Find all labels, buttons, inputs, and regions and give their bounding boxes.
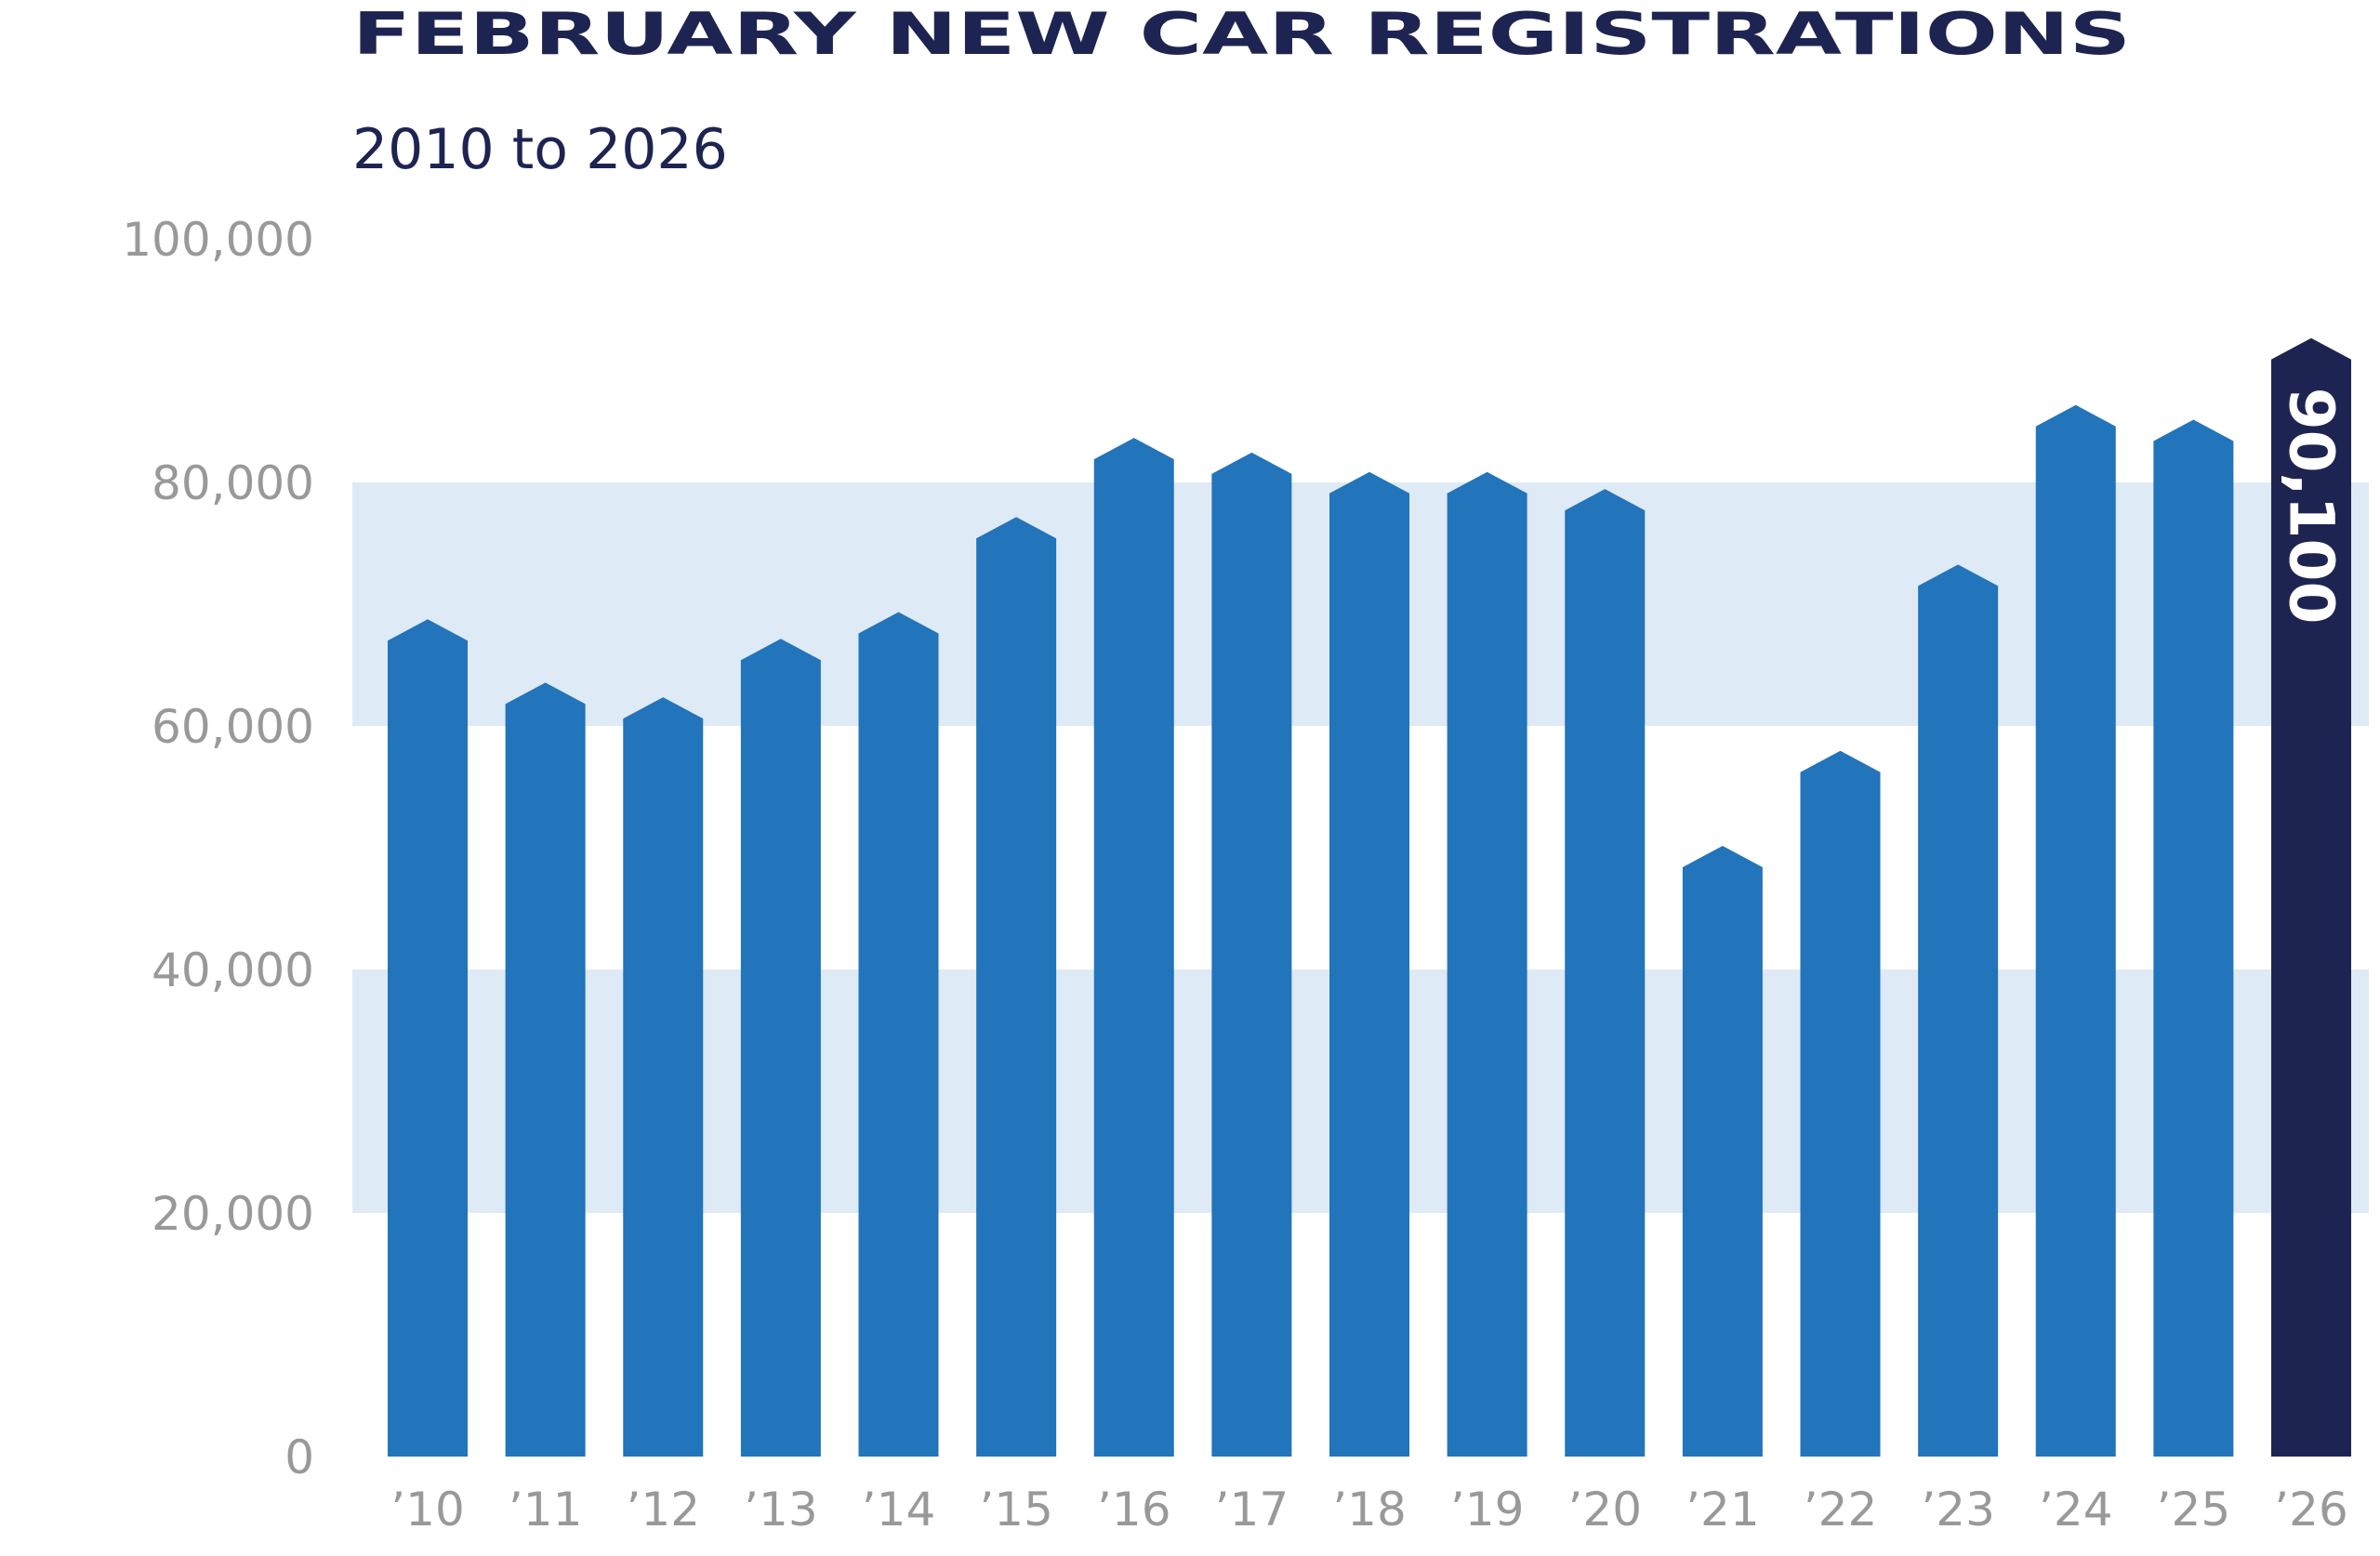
y-tick-label: 40,000 <box>152 943 314 997</box>
bar <box>1211 452 1292 1457</box>
x-tick-label: ’15 <box>979 1483 1053 1536</box>
x-tick-label: ’18 <box>1332 1483 1407 1536</box>
chart-subtitle: 2010 to 2026 <box>352 117 728 182</box>
bar <box>388 619 468 1457</box>
bar <box>1918 564 1999 1457</box>
bar <box>623 697 704 1457</box>
x-tick-label: ’26 <box>2274 1483 2348 1536</box>
chart-title: FEBRUARY NEW CAR REGISTRATIONS <box>352 0 2131 68</box>
x-tick-label: ’25 <box>2157 1483 2231 1536</box>
bar <box>2153 419 2234 1457</box>
bar <box>740 639 821 1457</box>
x-tick-label: ’16 <box>1097 1483 1171 1536</box>
y-tick-label: 0 <box>284 1431 314 1484</box>
bar <box>976 517 1057 1457</box>
x-tick-label: ’23 <box>1921 1483 1995 1536</box>
bar <box>1682 845 1763 1457</box>
bar <box>1447 471 1527 1457</box>
bar <box>505 682 586 1457</box>
bar <box>1093 438 1174 1457</box>
y-tick-label: 100,000 <box>122 213 314 267</box>
bar <box>1800 750 1881 1457</box>
y-tick-label: 80,000 <box>152 456 314 510</box>
bar <box>2035 404 2116 1457</box>
y-tick-label: 60,000 <box>152 700 314 754</box>
y-tick-label: 20,000 <box>152 1187 314 1241</box>
x-tick-label: ’22 <box>1804 1483 1878 1536</box>
x-tick-label: ’17 <box>1215 1483 1289 1536</box>
x-tick-label: ’10 <box>390 1483 465 1536</box>
bar <box>1329 471 1409 1457</box>
x-tick-label: ’14 <box>862 1483 936 1536</box>
bar <box>2271 337 2351 1457</box>
bar <box>1565 489 1646 1457</box>
x-tick-label: ’24 <box>2039 1483 2113 1536</box>
x-tick-label: ’12 <box>626 1483 700 1536</box>
x-tick-label: ’11 <box>509 1483 583 1536</box>
value-label: 90,100 <box>2276 388 2347 625</box>
x-tick-label: ’19 <box>1450 1483 1525 1536</box>
x-tick-label: ’20 <box>1567 1483 1642 1536</box>
bar <box>858 612 939 1457</box>
x-tick-label: ’21 <box>1686 1483 1760 1536</box>
x-tick-label: ’13 <box>744 1483 818 1536</box>
